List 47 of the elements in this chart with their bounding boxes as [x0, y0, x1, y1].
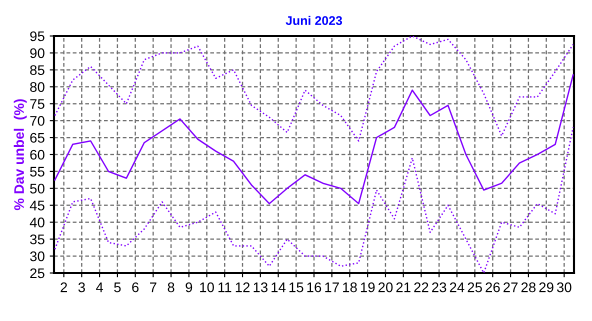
x-tick-label: 13 [254, 282, 268, 292]
y-tick-label: 95 [30, 31, 44, 42]
x-tick-label: 29 [539, 282, 554, 292]
x-tick-label: 14 [272, 282, 286, 292]
x-tick-label: 4 [96, 282, 104, 292]
y-tick-label: 55 [30, 166, 44, 177]
x-tick-label: 23 [432, 282, 446, 292]
x-tick-label: 26 [486, 282, 500, 292]
x-tick-label: 24 [450, 282, 464, 292]
y-tick-label: 35 [30, 234, 44, 244]
x-tick-label: 25 [468, 282, 482, 292]
x-tick-label: 18 [343, 282, 357, 292]
y-tick-label: 25 [30, 268, 44, 278]
x-tick-label: 28 [521, 282, 536, 292]
y-tick-label: 60 [30, 150, 44, 160]
y-tick-label: 40 [30, 218, 44, 228]
x-tick-label: 22 [414, 282, 428, 292]
x-tick-label: 20 [378, 282, 393, 292]
x-tick-label: 10 [200, 282, 214, 292]
x-tick-label: 9 [186, 282, 192, 292]
x-tick-label: 21 [396, 282, 410, 292]
x-tick-label: 15 [289, 282, 304, 292]
x-tick-label: 12 [236, 282, 250, 292]
y-axis-title: % Dav unbel (%) [14, 99, 27, 210]
y-tick-label: 65 [30, 132, 44, 143]
y-tick-label: 90 [30, 48, 44, 58]
y-tick-label: 70 [30, 116, 44, 126]
y-tick-label: 85 [30, 65, 44, 76]
x-tick-label: 5 [114, 282, 121, 292]
x-tick-label: 11 [218, 282, 232, 292]
y-tick-label: 75 [30, 99, 44, 109]
x-tick-label: 27 [504, 282, 518, 292]
x-tick-label: 19 [360, 282, 375, 292]
x-tick-label: 30 [556, 282, 572, 292]
y-tick-label: 50 [30, 184, 44, 194]
line-series [54, 74, 574, 204]
x-tick-label: 17 [325, 282, 339, 292]
x-tick-label: 7 [150, 282, 156, 292]
x-tick-label: 3 [78, 282, 85, 292]
x-tick-label: 6 [132, 282, 139, 292]
chart-title: Juni 2023 [286, 16, 342, 26]
x-tick-label: 16 [307, 282, 322, 292]
y-tick-label: 45 [30, 200, 44, 210]
x-tick-label: 2 [60, 282, 67, 292]
y-tick-label: 80 [30, 82, 44, 92]
y-tick-label: 30 [30, 251, 44, 262]
x-tick-label: 8 [168, 282, 174, 292]
